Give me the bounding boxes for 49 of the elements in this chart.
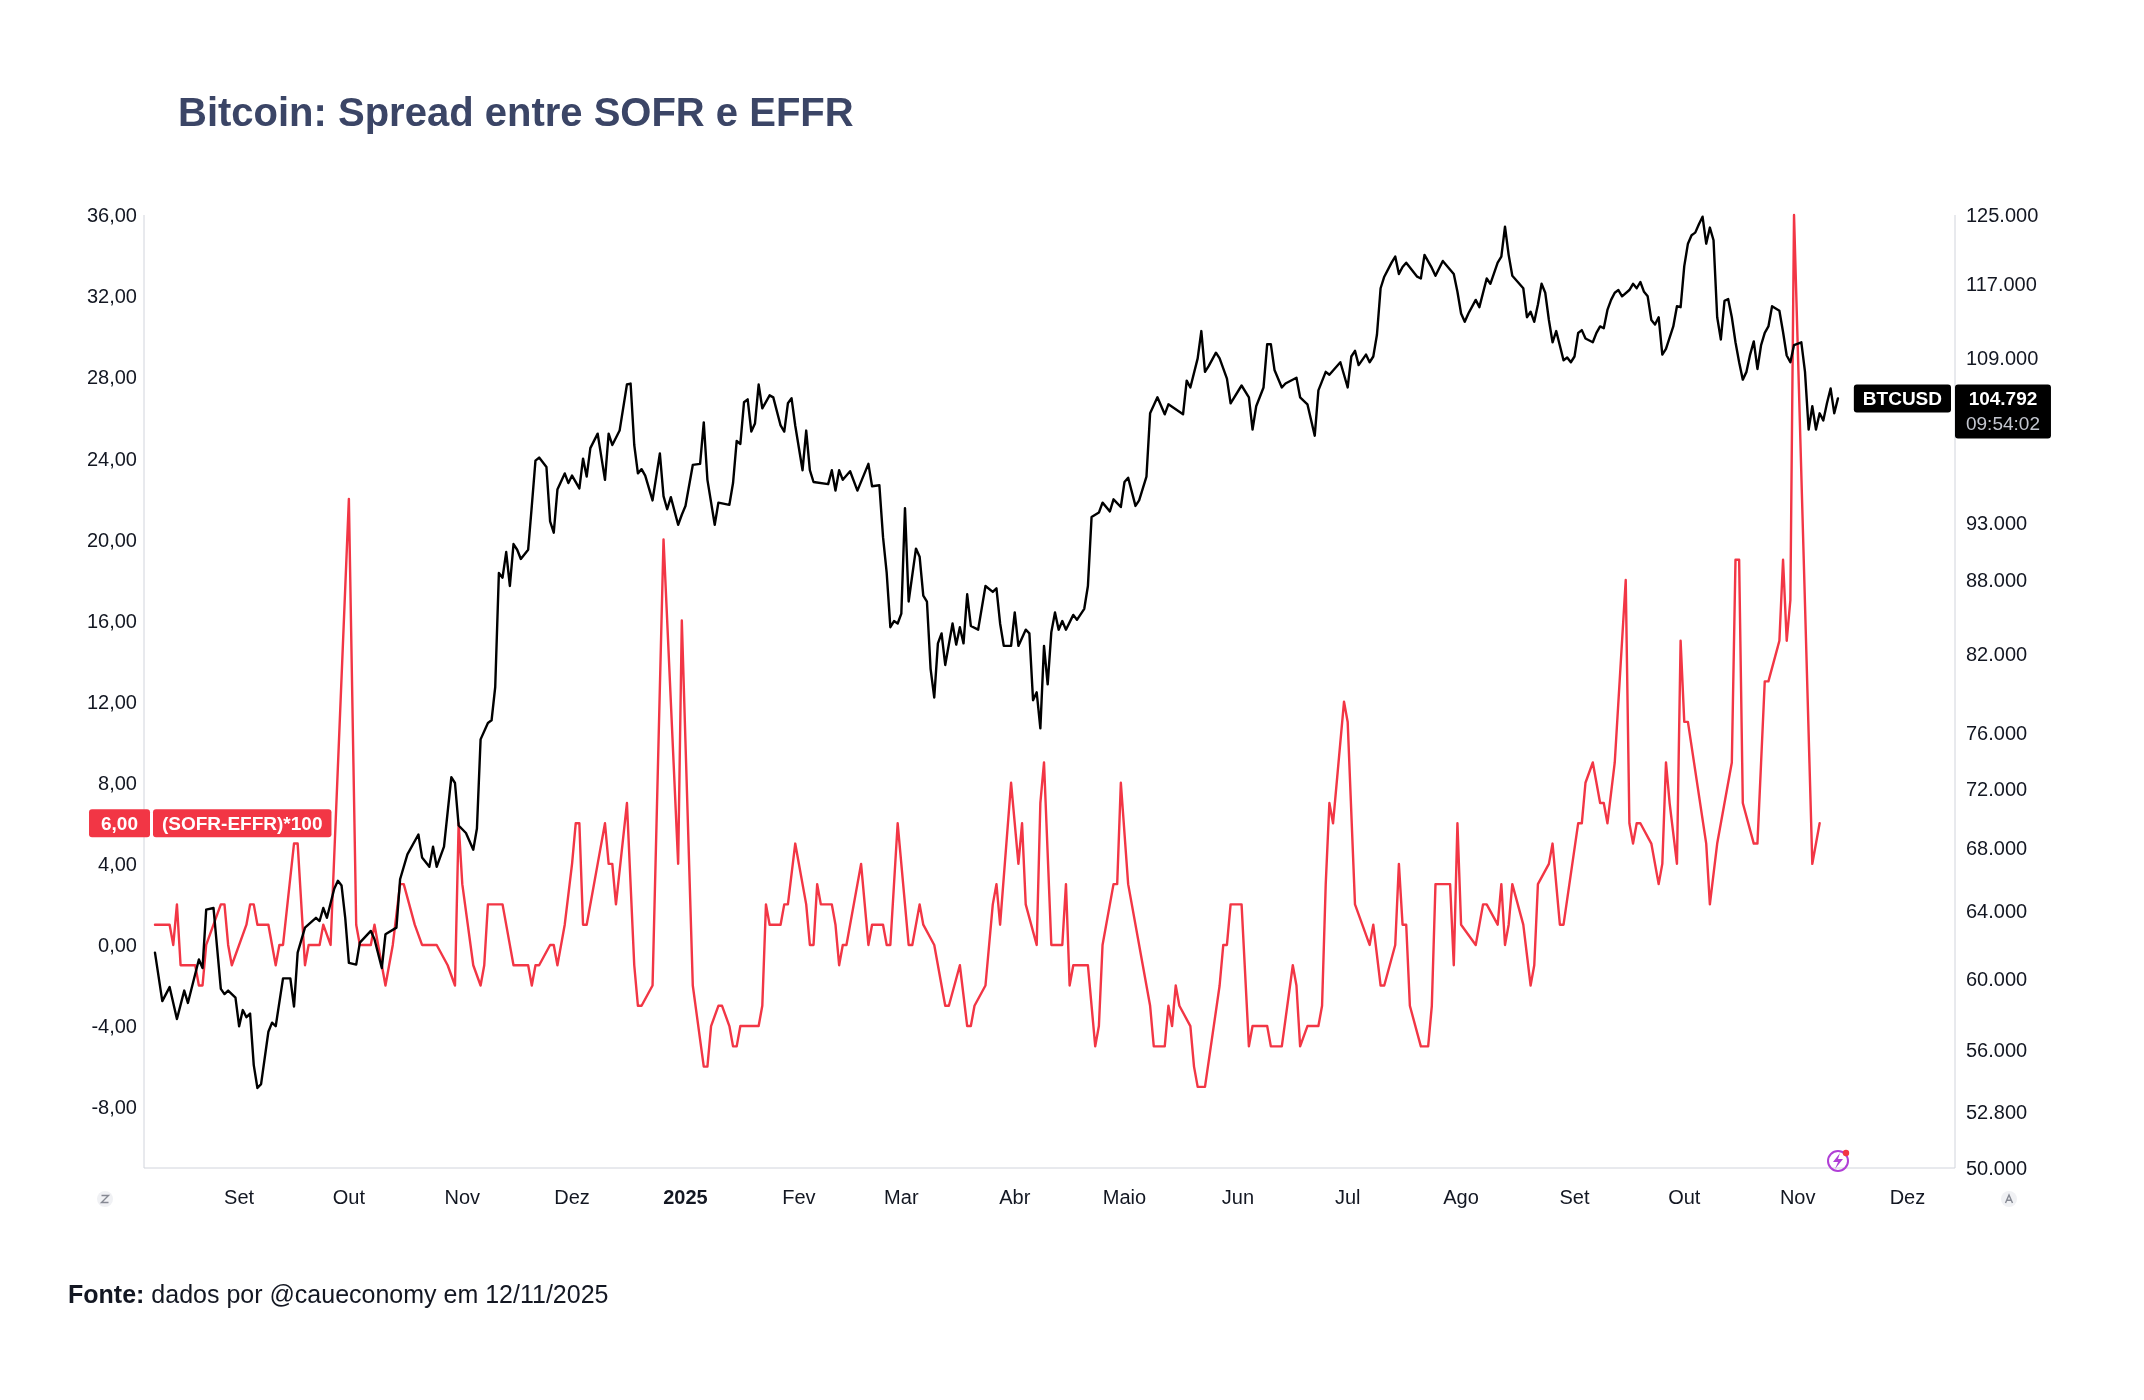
y-tick-label: 0,00 bbox=[98, 934, 137, 957]
series-label: BTCUSD bbox=[1862, 388, 1942, 410]
legend-label: (SOFR-EFFR)*100 bbox=[162, 813, 323, 835]
y-tick-label: 8,00 bbox=[98, 771, 137, 794]
x-tick-label: Mar bbox=[884, 1186, 919, 1208]
y-tick-label: 16,00 bbox=[86, 609, 137, 632]
x-tick-label: Set bbox=[224, 1186, 255, 1208]
y2-tick-label: 82.000 bbox=[1966, 642, 2028, 665]
y-tick-label: -4,00 bbox=[91, 1015, 137, 1038]
y2-tick-label: 60.000 bbox=[1966, 967, 2028, 990]
x-tick-label: Fev bbox=[782, 1186, 816, 1208]
y2-tick-label: 64.000 bbox=[1966, 900, 2028, 923]
y-tick-label: 20,00 bbox=[86, 528, 137, 551]
text: 09:54:02 bbox=[1966, 413, 2040, 435]
x-tick-label: Ago bbox=[1443, 1186, 1479, 1208]
y2-tick-label: 72.000 bbox=[1966, 777, 2028, 800]
x-tick-label: Nov bbox=[444, 1186, 481, 1208]
y2-tick-label: 117.000 bbox=[1966, 272, 2037, 295]
x-tick-label: Out bbox=[332, 1186, 366, 1208]
y2-tick-label: 50.000 bbox=[1966, 1157, 2028, 1180]
y-tick-label: 28,00 bbox=[86, 366, 137, 389]
y2-tick-label: 93.000 bbox=[1966, 511, 2028, 534]
y2-tick-label: 109.000 bbox=[1966, 346, 2039, 369]
y-tick-label: 24,00 bbox=[86, 447, 137, 470]
y2-tick-label: 88.000 bbox=[1966, 569, 2028, 592]
y-tick-label: 6,00 bbox=[101, 813, 138, 835]
x-tick-label: Dez bbox=[554, 1186, 590, 1208]
x-tick-label: Maio bbox=[1102, 1186, 1147, 1208]
y2-tick-label: 125.000 bbox=[1966, 204, 2039, 227]
x-tick-label: Nov bbox=[1779, 1186, 1816, 1208]
y-tick-label: 32,00 bbox=[86, 285, 137, 308]
y2-tick-label: 56.000 bbox=[1966, 1039, 2028, 1062]
y2-tick-label: 52.800 bbox=[1966, 1100, 2028, 1123]
y-tick-label: 36,00 bbox=[86, 204, 137, 227]
x-tick-label: Abr bbox=[999, 1186, 1031, 1208]
x-tick-label: Set bbox=[1559, 1186, 1590, 1208]
x-tick-label: Out bbox=[1668, 1186, 1701, 1208]
y2-tick-label: 104.792 bbox=[1968, 388, 2038, 410]
x-tick-label: Jul bbox=[1334, 1186, 1361, 1208]
x-tick-label: 2025 bbox=[663, 1186, 708, 1208]
source-note: Fonte: dados por @caueconomy em 12/11/2025 bbox=[68, 1280, 609, 1308]
chart-title: Bitcoin: Spread entre SOFR e EFFR bbox=[178, 90, 854, 134]
y2-tick-label: 76.000 bbox=[1966, 721, 2028, 744]
y-tick-label: 4,00 bbox=[98, 853, 137, 876]
y-tick-label: -8,00 bbox=[91, 1096, 137, 1119]
x-tick-label: Dez bbox=[1889, 1186, 1926, 1208]
y-tick-label: 12,00 bbox=[86, 690, 137, 713]
y2-tick-label: 68.000 bbox=[1966, 837, 2028, 860]
x-tick-label: Jun bbox=[1221, 1186, 1255, 1208]
